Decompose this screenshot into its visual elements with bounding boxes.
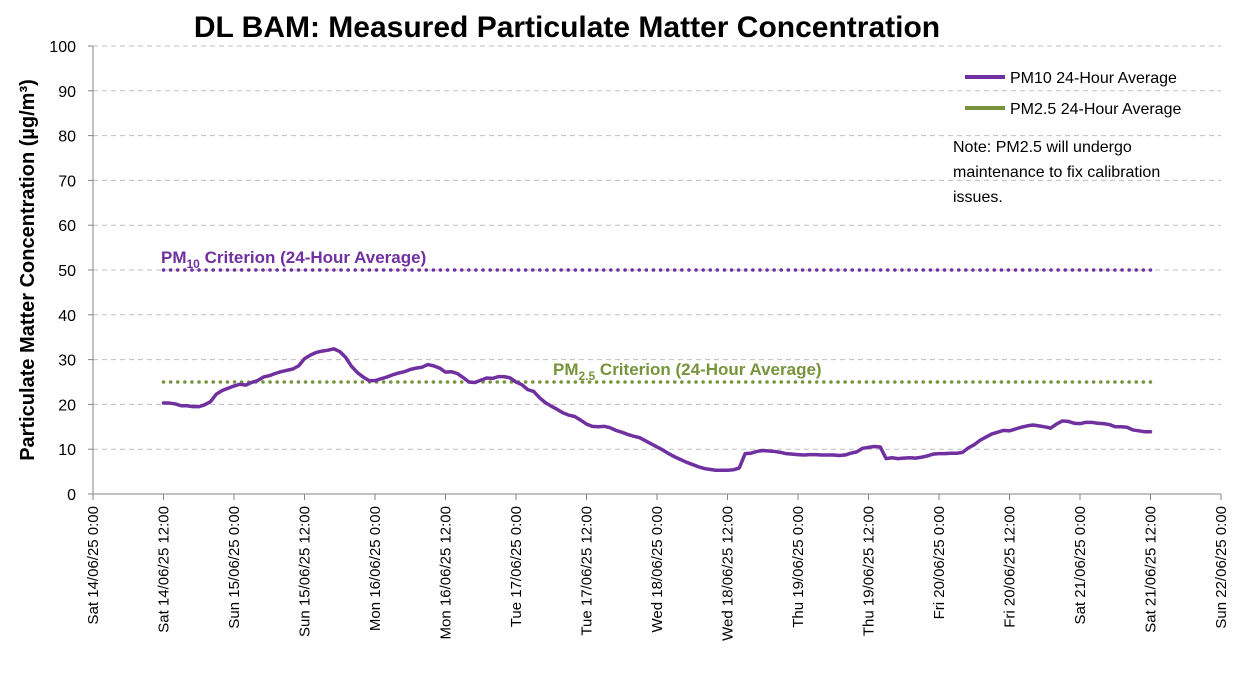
legend: PM10 24-Hour Average PM2.5 24-Hour Avera… (965, 70, 1181, 118)
x-tick-label-84: Tue 17/06/25 12:00 (579, 506, 596, 636)
x-tick-label-48: Mon 16/06/25 0:00 (367, 506, 384, 631)
criterion-lines: PM10 Criterion (24-Hour Average) PM2.5 Cr… (161, 248, 1153, 384)
axes (92, 46, 1222, 500)
criterion-label-1: PM2.5 Criterion (24-Hour Average) (553, 360, 822, 383)
legend-label-pm25: PM2.5 24-Hour Average (1010, 101, 1181, 118)
x-tick-label-180: Sat 21/06/25 12:00 (1143, 506, 1160, 633)
note-line-2: maintenance to fix calibration (953, 164, 1160, 181)
y-tick-labels: 0 10 20 30 40 50 60 70 80 90 100 (49, 39, 76, 504)
note-line-3: issues. (953, 189, 1003, 206)
y-tick-label-20: 20 (58, 397, 76, 414)
legend-label-pm10: PM10 24-Hour Average (1010, 70, 1177, 87)
x-tick-label-144: Fri 20/06/25 0:00 (931, 506, 948, 619)
x-tick-label-156: Fri 20/06/25 12:00 (1002, 506, 1019, 628)
x-tick-label-24: Sun 15/06/25 0:00 (226, 506, 243, 629)
x-tick-label-108: Wed 18/06/25 12:00 (720, 506, 737, 641)
x-tick-label-0: Sat 14/06/25 0:00 (85, 506, 102, 624)
x-tick-label-36: Sun 15/06/25 12:00 (297, 506, 314, 637)
y-tick-label-100: 100 (49, 39, 76, 56)
x-tick-label-60: Mon 16/06/25 12:00 (438, 506, 455, 639)
x-tick-label-96: Wed 18/06/25 0:00 (649, 506, 666, 633)
y-tick-label-80: 80 (58, 129, 76, 146)
y-tick-label-50: 50 (58, 263, 76, 280)
y-tick-label-90: 90 (58, 84, 76, 101)
y-tick-label-0: 0 (67, 487, 76, 504)
note: Note: PM2.5 will undergo maintenance to … (953, 139, 1160, 206)
y-tick-label-30: 30 (58, 353, 76, 370)
x-tick-label-168: Sat 21/06/25 0:00 (1072, 506, 1089, 624)
series-lines (161, 347, 1153, 473)
x-tick-labels: Sat 14/06/25 0:00 Sat 14/06/25 12:00 Sun 1… (85, 506, 1230, 641)
y-tick-label-40: 40 (58, 308, 76, 325)
x-tick-label-192: Sun 22/06/25 0:00 (1213, 506, 1230, 629)
chart-title: DL BAM: Measured Particulate Matter Conc… (194, 11, 940, 44)
series-line-0 (161, 347, 1153, 473)
y-tick-label-10: 10 (58, 442, 76, 459)
y-tick-label-60: 60 (58, 218, 76, 235)
x-tick-label-132: Thu 19/06/25 12:00 (861, 506, 878, 636)
y-axis-label: Particulate Matter Concentration (µg/m³) (17, 79, 39, 461)
grid-lines (88, 45, 1221, 495)
x-tick-label-120: Thu 19/06/25 0:00 (790, 506, 807, 628)
note-line-1: Note: PM2.5 will undergo (953, 139, 1132, 156)
x-tick-label-72: Tue 17/06/25 0:00 (508, 506, 525, 627)
x-tick-label-12: Sat 14/06/25 12:00 (156, 506, 173, 633)
criterion-label-0: PM10 Criterion (24-Hour Average) (161, 248, 426, 271)
y-tick-label-70: 70 (58, 173, 76, 190)
